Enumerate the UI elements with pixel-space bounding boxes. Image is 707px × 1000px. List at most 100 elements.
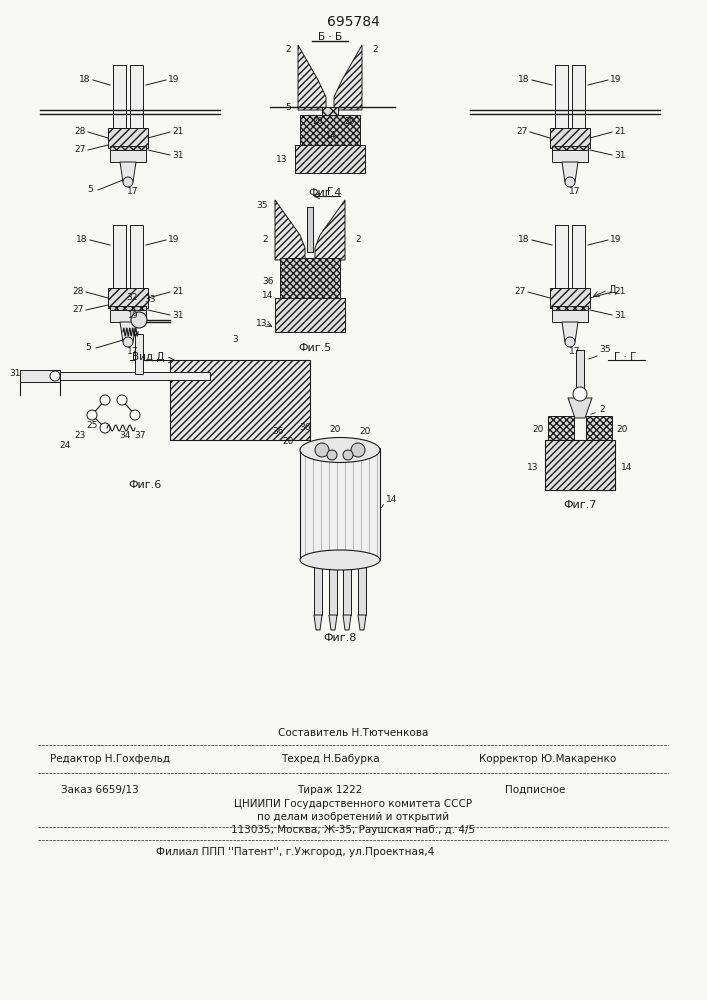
Text: 2: 2 [262, 235, 268, 244]
Bar [170, 360, 310, 440]
Text: 14: 14 [325, 130, 335, 139]
Circle shape [327, 450, 337, 460]
Circle shape [351, 443, 365, 457]
Bar [555, 225, 568, 290]
Bar [110, 310, 146, 322]
Bar [358, 557, 366, 615]
Text: 5: 5 [285, 103, 291, 111]
Text: 34: 34 [119, 430, 131, 440]
Text: Фиг.6: Фиг.6 [129, 480, 162, 490]
Text: 27: 27 [72, 306, 83, 314]
Circle shape [130, 410, 140, 420]
Text: 21: 21 [173, 127, 184, 136]
Circle shape [123, 177, 133, 187]
Text: 17: 17 [569, 188, 580, 196]
Bar [314, 557, 322, 615]
Bar [586, 416, 612, 442]
Polygon shape [298, 45, 326, 110]
Text: Подписное: Подписное [505, 785, 565, 795]
Polygon shape [334, 45, 362, 110]
Bar [275, 298, 345, 332]
Text: Г · Г: Г · Г [614, 352, 636, 362]
Text: 25: 25 [86, 420, 98, 430]
Bar [552, 146, 588, 152]
Text: Составитель Н.Тютченкова: Составитель Н.Тютченкова [278, 728, 428, 738]
Text: 113035, Москва, Ж-35, Раушская наб., д. 4/5: 113035, Москва, Ж-35, Раушская наб., д. … [231, 825, 475, 835]
Text: 32: 32 [127, 294, 138, 302]
Text: 2: 2 [355, 235, 361, 244]
Text: Фиг.5: Фиг.5 [298, 343, 332, 353]
Polygon shape [568, 398, 592, 418]
Text: 2: 2 [372, 45, 378, 54]
Text: Д: Д [608, 285, 616, 295]
Bar [295, 145, 365, 173]
Polygon shape [120, 322, 136, 342]
Text: 21: 21 [173, 288, 184, 296]
Text: 19: 19 [610, 235, 621, 244]
Bar [572, 65, 585, 130]
Circle shape [343, 450, 353, 460]
Text: Вид Д: Вид Д [132, 352, 164, 362]
Circle shape [573, 387, 587, 401]
Text: 27: 27 [516, 127, 527, 136]
Text: 31: 31 [9, 368, 21, 377]
Bar [135, 334, 143, 374]
Bar [552, 150, 588, 162]
Text: 14: 14 [262, 292, 274, 300]
Bar [552, 306, 588, 312]
Circle shape [87, 410, 97, 420]
Bar [545, 440, 615, 490]
Polygon shape [275, 200, 305, 260]
Polygon shape [315, 200, 345, 260]
Text: 21: 21 [614, 127, 626, 136]
Text: 35: 35 [256, 200, 268, 210]
Circle shape [100, 423, 110, 433]
Bar [322, 107, 338, 117]
Text: 2: 2 [600, 406, 604, 414]
Text: Фиг.7: Фиг.7 [563, 500, 597, 510]
Text: 19: 19 [610, 76, 621, 85]
Bar [108, 288, 148, 308]
Polygon shape [562, 322, 578, 342]
Text: 20: 20 [329, 426, 341, 434]
Text: 13: 13 [276, 155, 288, 164]
Bar [130, 225, 143, 290]
Circle shape [50, 371, 60, 381]
Text: Заказ 6659/13: Заказ 6659/13 [61, 785, 139, 795]
Text: 19: 19 [168, 76, 180, 85]
Text: 20: 20 [312, 117, 323, 126]
Text: 20: 20 [359, 428, 370, 436]
Text: Корректор Ю.Макаренко: Корректор Ю.Макаренко [479, 754, 617, 764]
Polygon shape [120, 162, 136, 182]
Text: 31: 31 [614, 150, 626, 159]
Circle shape [123, 337, 133, 347]
Bar [548, 416, 574, 442]
Bar [113, 65, 126, 130]
Bar [280, 258, 340, 300]
Text: 28: 28 [74, 127, 86, 136]
Bar [550, 288, 590, 308]
Text: 31: 31 [173, 310, 184, 320]
Text: Редактор Н.Гохфельд: Редактор Н.Гохфельд [50, 754, 170, 764]
Text: 19: 19 [168, 235, 180, 244]
Text: 17: 17 [127, 348, 139, 357]
Text: 18: 18 [76, 235, 88, 244]
Text: 36: 36 [299, 424, 311, 432]
Text: 36: 36 [272, 428, 284, 436]
Text: 5: 5 [85, 344, 91, 353]
Bar [555, 65, 568, 130]
Text: 17: 17 [569, 348, 580, 357]
Text: Г: Г [327, 187, 333, 197]
Text: Филиал ППП ''Патент'', г.Ужгород, ул.Проектная,4: Филиал ППП ''Патент'', г.Ужгород, ул.Про… [156, 847, 434, 857]
Circle shape [117, 395, 127, 405]
Text: 20: 20 [282, 438, 293, 446]
Bar [130, 65, 143, 130]
Text: 28: 28 [72, 288, 83, 296]
Text: 37: 37 [134, 430, 146, 440]
Polygon shape [562, 162, 578, 182]
Text: 31: 31 [614, 310, 626, 320]
Text: 33: 33 [144, 296, 156, 304]
Bar [552, 310, 588, 322]
Text: Тираж 1222: Тираж 1222 [298, 785, 363, 795]
Polygon shape [358, 615, 366, 630]
